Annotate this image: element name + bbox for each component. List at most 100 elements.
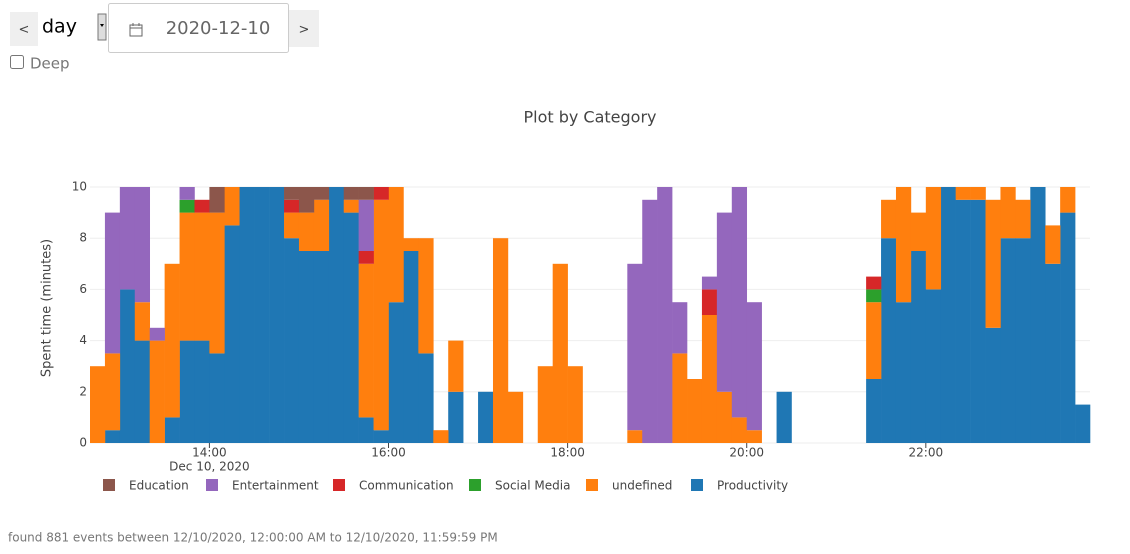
bar-segment [657, 187, 673, 443]
bar-segment [313, 187, 330, 200]
y-tick-label: 4 [79, 333, 87, 347]
bar-segment [269, 187, 285, 443]
bar-segment [104, 430, 121, 443]
bar-segment [388, 302, 404, 443]
bar-segment [552, 263, 568, 443]
bar-segment [373, 187, 389, 200]
bar-segment [149, 327, 165, 341]
x-tick-label: 22:00 [909, 446, 944, 460]
chart-title: Plot by Category [523, 108, 656, 127]
bar-segment [701, 289, 718, 315]
bar-segment [164, 417, 180, 443]
bar-segment [507, 391, 524, 443]
x-tick-label: 20:00 [729, 446, 764, 460]
date-input[interactable]: 2020-12-10 [108, 3, 289, 53]
y-tick-label: 2 [79, 384, 87, 398]
bar-segment [90, 366, 106, 443]
checkbox-box [10, 55, 24, 69]
bar-segment [940, 187, 956, 443]
legend-swatch [103, 479, 115, 491]
bar-segment [149, 340, 165, 443]
legend-label: undefined [612, 479, 672, 493]
bar-segment [358, 417, 374, 443]
bar-segment [970, 187, 986, 200]
x-tick-label: 14:00 [192, 446, 227, 460]
select-value: day [42, 16, 77, 38]
legend-swatch [586, 479, 598, 491]
bar-segment [448, 391, 464, 443]
next-button[interactable]: > [289, 10, 319, 47]
next-bg [289, 10, 319, 47]
bar-segment [1045, 225, 1061, 264]
bar-segment [1060, 187, 1076, 213]
deep-checkbox[interactable]: Deep [10, 55, 70, 73]
date-box [108, 3, 289, 53]
bar-segment [403, 238, 419, 251]
bar-segment [298, 212, 315, 251]
bar-segment [328, 187, 345, 443]
bar-segment [284, 199, 300, 213]
period-select[interactable]: day [38, 12, 108, 41]
date-value: 2020-12-10 [166, 18, 271, 39]
bar-segment [224, 187, 240, 226]
prev-button[interactable]: < [10, 12, 38, 46]
bar-segment [284, 187, 300, 200]
calendar-icon [129, 23, 143, 37]
bar-segment [358, 263, 374, 418]
bar-segment [433, 430, 449, 443]
bar-segment [627, 430, 643, 443]
prev-label: < [19, 23, 30, 38]
footer-text: found 881 events between 12/10/2020, 12:… [8, 531, 498, 545]
bar-segment [448, 340, 464, 392]
bar-segment [179, 212, 195, 341]
bar-segment [1030, 187, 1046, 443]
bar-segment [418, 353, 434, 443]
bar-segment [1000, 187, 1016, 239]
bar-segment [910, 251, 927, 443]
y-tick-label: 6 [79, 282, 87, 296]
bar-segment [910, 212, 927, 251]
bar-segment [567, 366, 583, 443]
bar-segment [313, 251, 330, 443]
bar-segment [955, 199, 971, 443]
bar-segment [134, 187, 151, 303]
bar-segment [239, 187, 255, 443]
bar-segment [746, 430, 762, 443]
bar-segment [298, 187, 315, 213]
legend-label: Communication [359, 479, 454, 493]
bar-segment [284, 238, 300, 443]
legend-swatch [469, 479, 481, 491]
bar-segment [537, 366, 553, 443]
bar-segment [955, 187, 971, 200]
bar-segment [970, 199, 986, 443]
select-arrow [100, 24, 104, 27]
bar-segment [866, 289, 882, 303]
bar-segment [343, 212, 359, 443]
bar-segment [1000, 238, 1016, 443]
bar-segment [925, 289, 942, 443]
bar-segment [209, 353, 225, 443]
bar-segment [895, 187, 912, 303]
bar-segment [985, 199, 1001, 328]
next-label: > [299, 23, 310, 38]
checkbox-label: Deep [30, 55, 70, 73]
bar-segment [1075, 404, 1091, 443]
bar-segment [1015, 238, 1031, 443]
bar-segment [731, 187, 748, 418]
x-tick-label: 18:00 [550, 446, 585, 460]
bar-segment [866, 379, 882, 443]
bar-segment [881, 199, 897, 239]
bar-segment [716, 212, 733, 392]
bar-segment [701, 276, 718, 290]
select-bg [38, 12, 108, 40]
bar-segment [672, 353, 688, 443]
prev-bg [10, 12, 38, 46]
legend-swatch [333, 479, 345, 491]
bar-segment [179, 187, 195, 200]
bar-segment [746, 302, 762, 431]
bar-segment [925, 187, 942, 290]
bar-segment [716, 391, 733, 443]
legend-label: Education [129, 479, 189, 493]
